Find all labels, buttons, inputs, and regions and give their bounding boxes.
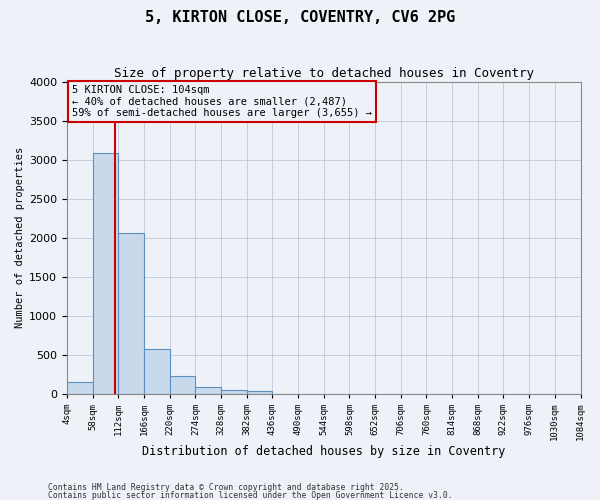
Y-axis label: Number of detached properties: Number of detached properties — [15, 147, 25, 328]
Bar — [144, 349, 170, 394]
X-axis label: Distribution of detached houses by size in Coventry: Distribution of detached houses by size … — [142, 444, 505, 458]
Bar — [196, 388, 221, 394]
Bar — [92, 154, 118, 394]
Bar — [170, 376, 196, 394]
Bar — [67, 382, 92, 394]
Title: Size of property relative to detached houses in Coventry: Size of property relative to detached ho… — [114, 68, 534, 80]
Bar — [221, 390, 247, 394]
Text: Contains public sector information licensed under the Open Government Licence v3: Contains public sector information licen… — [48, 490, 452, 500]
Text: 5 KIRTON CLOSE: 104sqm
← 40% of detached houses are smaller (2,487)
59% of semi-: 5 KIRTON CLOSE: 104sqm ← 40% of detached… — [72, 85, 372, 118]
Text: Contains HM Land Registry data © Crown copyright and database right 2025.: Contains HM Land Registry data © Crown c… — [48, 484, 404, 492]
Bar — [118, 233, 144, 394]
Text: 5, KIRTON CLOSE, COVENTRY, CV6 2PG: 5, KIRTON CLOSE, COVENTRY, CV6 2PG — [145, 10, 455, 25]
Bar — [247, 392, 272, 394]
